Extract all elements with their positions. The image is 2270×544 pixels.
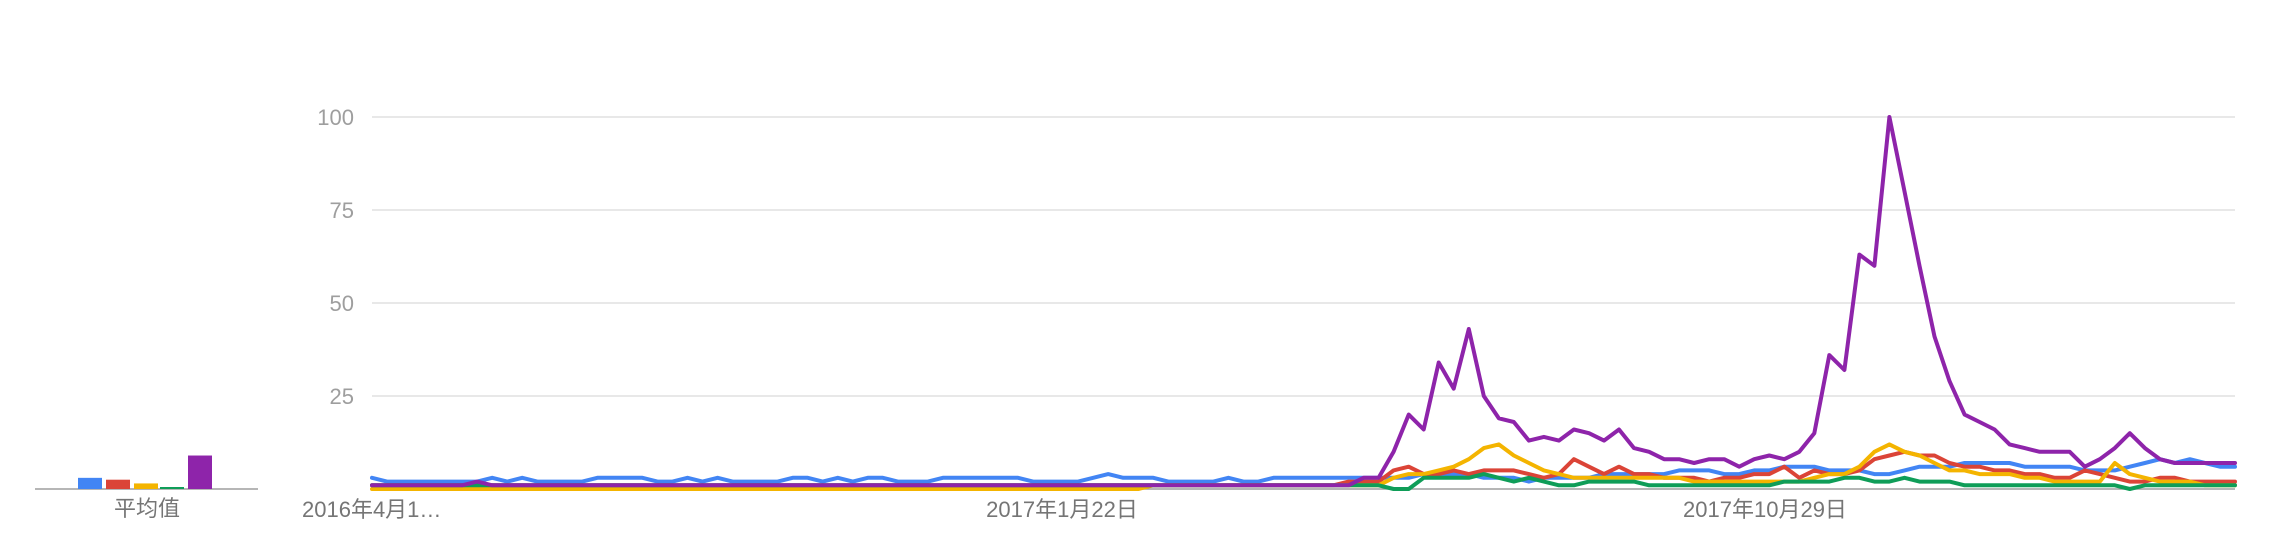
average-bar-3 (134, 483, 158, 489)
x-tick-label: 2017年1月22日 (986, 497, 1138, 522)
average-bar-5 (188, 455, 212, 489)
y-tick-label: 25 (330, 384, 354, 409)
series-line-5 (370, 115, 2237, 488)
average-panel: 平均值 (35, 488, 258, 521)
average-bar-2 (106, 479, 130, 489)
series-line-1 (370, 457, 2237, 484)
x-axis-ticks: 2016年4月1… 2017年1月22日 2017年10月29日 (302, 497, 1847, 522)
average-bars (78, 455, 212, 489)
y-tick-label: 75 (330, 198, 354, 223)
average-bar-1 (78, 477, 102, 489)
y-tick-label: 100 (317, 105, 354, 130)
y-axis-ticks: 25 50 75 100 (317, 105, 354, 409)
gridlines (372, 116, 2235, 490)
x-tick-label: 2016年4月1… (302, 497, 441, 522)
x-tick-label: 2017年10月29日 (1683, 497, 1847, 522)
average-label: 平均值 (114, 496, 180, 521)
y-tick-label: 50 (330, 291, 354, 316)
series-lines (370, 115, 2237, 491)
average-bar-4 (160, 487, 184, 489)
